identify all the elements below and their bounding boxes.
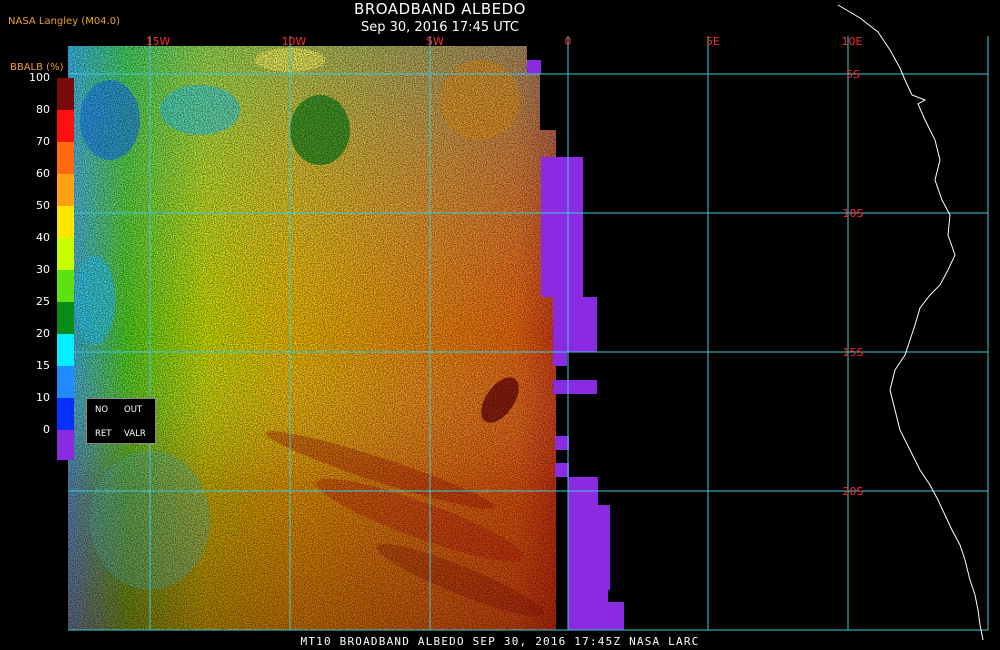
colorbar-tick-label: 25 — [36, 295, 50, 308]
colorbar-swatch — [57, 398, 74, 430]
legend-out: OUT — [124, 405, 143, 415]
speckle-overlay — [68, 46, 556, 630]
lon-label-5w: 5W — [426, 35, 444, 48]
legend-ret: RET — [95, 429, 112, 439]
colorbar-tick-label: 100 — [29, 71, 50, 84]
colorbar-tick-label: 50 — [36, 199, 50, 212]
colorbar-swatch — [57, 174, 74, 206]
no-retrieval-regions — [527, 60, 624, 630]
lon-label-15w: 15W — [146, 35, 171, 48]
colorbar-tick-label: 60 — [36, 167, 50, 180]
colorbar-tick-label: 15 — [36, 359, 50, 372]
lon-label-10w: 10W — [282, 35, 307, 48]
colorbar-tick-label: 0 — [43, 423, 50, 436]
colorbar-swatch — [57, 238, 74, 270]
colorbar-swatch — [57, 78, 74, 110]
producer-label: NASA Langley (M04.0) — [8, 16, 120, 27]
colorbar-tick-label: 20 — [36, 327, 50, 340]
graticule-lines — [68, 36, 989, 631]
coastline — [837, 4, 984, 641]
lat-label-5s: 5S — [846, 68, 860, 81]
lat-label-10s: 10S — [843, 207, 864, 220]
lon-label-5e: 5E — [706, 35, 720, 48]
lon-label-0: 0 — [565, 35, 572, 48]
colorbar-swatch — [57, 366, 74, 398]
lon-label-10e: 10E — [842, 35, 863, 48]
map-timestamp: Sep 30, 2016 17:45 UTC — [360, 20, 520, 35]
colorbar-swatch — [57, 430, 74, 460]
footer-caption: MT10 BROADBAND ALBEDO SEP 30, 2016 17:45… — [300, 635, 700, 648]
colorbar-swatch — [57, 206, 74, 238]
colorbar-tick-label: 30 — [36, 263, 50, 276]
colorbar-tick-label: 10 — [36, 391, 50, 404]
colorbar-swatch — [57, 302, 74, 334]
colorbar-swatch — [57, 270, 74, 302]
colorbar-swatch — [57, 334, 74, 366]
legend-valr: VALR — [124, 429, 146, 439]
colorbar-swatch — [57, 142, 74, 174]
lat-label-20s: 20S — [843, 485, 864, 498]
colorbar-tick-label: 70 — [36, 135, 50, 148]
lat-label-15s: 15S — [843, 346, 864, 359]
no-retrieval-legend: NO RET OUT VALR — [86, 398, 156, 444]
colorbar-tick-label: 40 — [36, 231, 50, 244]
legend-no: NO — [95, 405, 109, 415]
map-title: BROADBAND ALBEDO — [354, 0, 526, 18]
colorbar-title: BBALB (%) — [10, 62, 64, 73]
colorbar-tick-label: 80 — [36, 103, 50, 116]
colorbar-swatch — [57, 110, 74, 142]
